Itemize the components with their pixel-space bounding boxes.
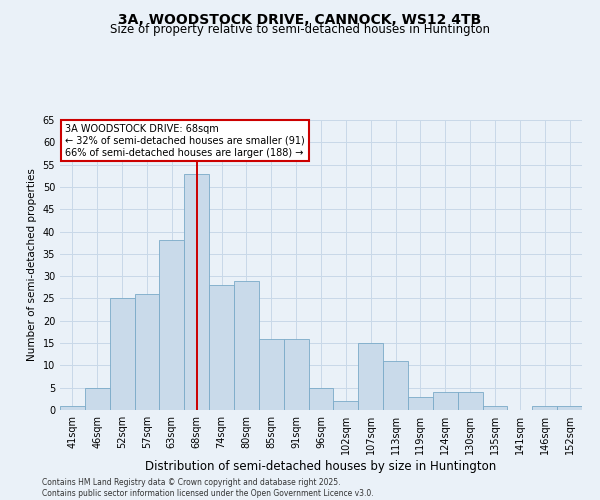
Bar	[433, 392, 458, 410]
Bar	[234, 280, 259, 410]
Text: Size of property relative to semi-detached houses in Huntington: Size of property relative to semi-detach…	[110, 22, 490, 36]
Bar	[308, 388, 334, 410]
Bar	[209, 285, 234, 410]
Bar	[284, 338, 308, 410]
Bar	[60, 406, 85, 410]
Bar	[408, 396, 433, 410]
Bar	[160, 240, 184, 410]
Y-axis label: Number of semi-detached properties: Number of semi-detached properties	[27, 168, 37, 362]
Bar	[184, 174, 209, 410]
Bar	[259, 338, 284, 410]
Bar	[383, 361, 408, 410]
Bar	[334, 401, 358, 410]
X-axis label: Distribution of semi-detached houses by size in Huntington: Distribution of semi-detached houses by …	[145, 460, 497, 473]
Bar	[85, 388, 110, 410]
Text: Contains HM Land Registry data © Crown copyright and database right 2025.
Contai: Contains HM Land Registry data © Crown c…	[42, 478, 374, 498]
Bar	[532, 406, 557, 410]
Bar	[110, 298, 134, 410]
Bar	[134, 294, 160, 410]
Text: 3A WOODSTOCK DRIVE: 68sqm
← 32% of semi-detached houses are smaller (91)
66% of : 3A WOODSTOCK DRIVE: 68sqm ← 32% of semi-…	[65, 124, 305, 158]
Bar	[482, 406, 508, 410]
Bar	[458, 392, 482, 410]
Bar	[557, 406, 582, 410]
Bar	[358, 343, 383, 410]
Text: 3A, WOODSTOCK DRIVE, CANNOCK, WS12 4TB: 3A, WOODSTOCK DRIVE, CANNOCK, WS12 4TB	[118, 12, 482, 26]
